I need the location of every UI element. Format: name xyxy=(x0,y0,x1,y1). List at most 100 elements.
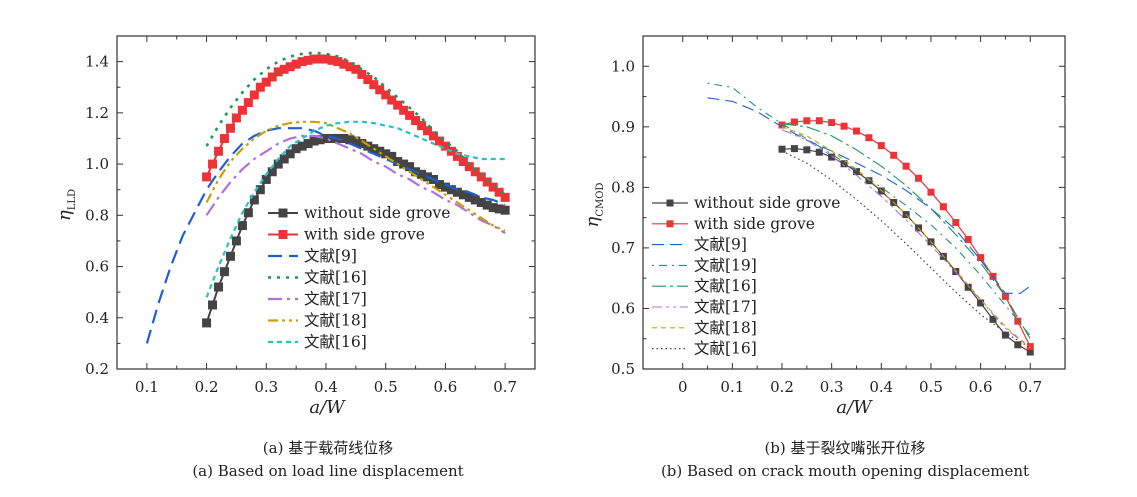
series-line-ref16 xyxy=(205,51,506,196)
data-point-with xyxy=(464,162,474,172)
data-point-with xyxy=(877,142,885,150)
series-line-ref18 xyxy=(781,126,1031,349)
data-point-with xyxy=(351,64,361,74)
x-tick-label: 0.4 xyxy=(869,378,893,396)
caption-a-en: (a) Based on load line displacement xyxy=(192,462,464,480)
data-point-without xyxy=(790,145,798,153)
data-point-with xyxy=(273,67,283,77)
series-line-ref17 xyxy=(781,129,1031,349)
data-point-with xyxy=(303,55,313,65)
legend-label: 文献[18] xyxy=(304,312,367,330)
data-point-without xyxy=(470,195,480,205)
data-point-with xyxy=(428,131,438,141)
data-point-without xyxy=(357,139,367,149)
legend-label: 文献[16] xyxy=(304,333,367,351)
y-tick-label: 0.9 xyxy=(611,118,635,136)
data-point-with xyxy=(321,54,331,64)
data-point-with xyxy=(852,127,860,135)
legend-marker-with xyxy=(666,220,674,228)
data-point-with xyxy=(405,110,415,120)
data-point-without xyxy=(351,136,361,146)
x-tick-label: 0.2 xyxy=(770,378,794,396)
data-point-without xyxy=(399,159,409,169)
y-axis-label: ηCMOD xyxy=(582,183,606,228)
data-point-without xyxy=(243,208,253,218)
data-point-with xyxy=(363,75,373,85)
data-point-with xyxy=(494,187,504,197)
data-point-with xyxy=(345,62,355,72)
y-tick-label: 0.8 xyxy=(611,178,635,196)
data-point-with xyxy=(357,69,367,79)
y-tick-label: 1.0 xyxy=(611,57,635,75)
data-point-without xyxy=(440,182,450,192)
data-point-without xyxy=(840,160,848,168)
legend: without side grove with side grove 文献[9] 文献… xyxy=(268,204,450,351)
figure: 0.20.40.60.81.01.21.40.1 0.2 0.3 0.4 0.5 0.6 0… xyxy=(54,35,1066,418)
data-point-with xyxy=(243,98,253,108)
data-point-with xyxy=(977,254,985,262)
data-point-with xyxy=(434,136,444,146)
x-tick-label: 0.7 xyxy=(493,378,517,396)
data-point-with xyxy=(470,167,480,177)
data-point-without xyxy=(345,135,355,145)
data-point-without xyxy=(393,157,403,167)
y-tick-label: 0.7 xyxy=(611,239,635,257)
legend-label: 文献[17] xyxy=(304,290,367,308)
data-point-without xyxy=(778,145,786,153)
x-tick-label: 0.1 xyxy=(720,378,744,396)
data-point-with xyxy=(500,192,510,202)
data-point-with xyxy=(778,121,786,129)
data-point-without xyxy=(255,185,265,195)
data-point-with xyxy=(452,151,462,161)
data-point-with xyxy=(865,134,873,142)
data-point-with xyxy=(939,203,947,211)
data-point-without xyxy=(225,251,235,261)
data-point-with xyxy=(902,162,910,170)
data-point-without xyxy=(273,159,283,169)
data-point-without xyxy=(434,180,444,190)
caption-b-en: (b) Based on crack mouth opening displac… xyxy=(660,462,1030,480)
data-point-with xyxy=(255,82,265,92)
data-point-with xyxy=(915,174,923,182)
data-point-without xyxy=(321,133,331,143)
data-point-with xyxy=(214,146,224,156)
legend-label: with side grove xyxy=(304,226,425,244)
data-point-without xyxy=(315,135,325,145)
legend-label: without side grove xyxy=(304,204,450,222)
data-point-without xyxy=(381,149,391,159)
caption-a-cn: (a) 基于载荷线位移 xyxy=(262,439,394,457)
data-point-without xyxy=(327,133,337,143)
data-point-with xyxy=(261,77,271,87)
data-point-without xyxy=(387,151,397,161)
data-point-with xyxy=(369,80,379,90)
data-point-without xyxy=(202,318,212,328)
chart-b: 0.5 0.6 0.7 0.8 0.9 1.0 0 0.1 0.2 0.3 0.4 0.5 0.6 0.7… xyxy=(582,35,1066,418)
data-point-without xyxy=(476,198,486,207)
data-point-with xyxy=(440,141,450,151)
series-line-ref9 xyxy=(145,127,506,344)
data-point-without xyxy=(417,169,427,179)
data-point-with xyxy=(815,117,823,125)
data-point-with xyxy=(952,218,960,226)
data-point-without xyxy=(1001,331,1009,339)
data-point-with xyxy=(285,62,295,72)
data-point-without xyxy=(852,168,860,176)
data-point-without xyxy=(291,144,301,154)
data-point-with xyxy=(291,59,301,69)
data-point-with xyxy=(1001,292,1009,300)
x-tick-label: 0.6 xyxy=(433,378,457,396)
x-tick-label: 0.4 xyxy=(314,378,338,396)
data-point-with xyxy=(208,159,218,169)
y-tick-label: 1.0 xyxy=(85,155,109,173)
data-point-with xyxy=(1014,317,1022,325)
data-point-without xyxy=(297,141,307,151)
data-point-without xyxy=(279,154,289,164)
y-tick-label: 1.4 xyxy=(85,53,109,71)
data-point-without xyxy=(339,133,349,143)
x-axis-label: a/W xyxy=(836,397,873,418)
series-line-ref19 xyxy=(707,82,1031,337)
data-point-without xyxy=(237,221,247,231)
series-line-ref17 xyxy=(205,134,506,235)
data-point-without xyxy=(405,162,415,172)
y-tick-label: 0.2 xyxy=(85,360,109,378)
